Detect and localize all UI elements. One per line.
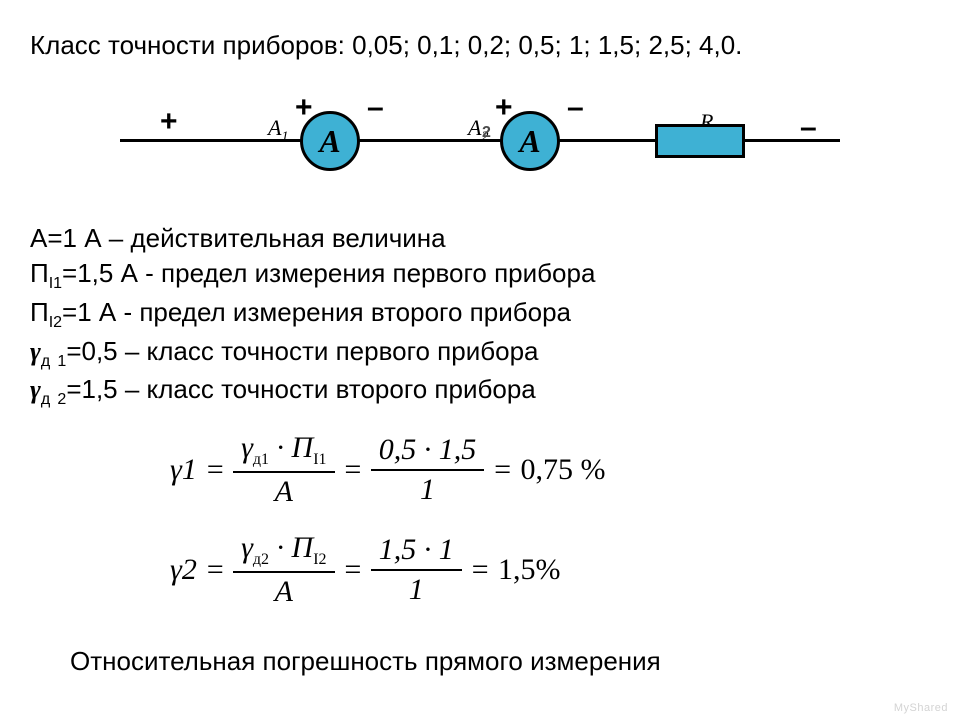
label-a2-overlay: 2 <box>482 124 491 142</box>
given-values: A=1 А – действительная величина ПI1=1,5 … <box>30 221 930 411</box>
formula-gamma2: γ2 = γд2 · ΠI2 A = 1,5 · 1 1 = 1,5% <box>170 531 561 609</box>
line-2: ПI1=1,5 А - предел измерения первого при… <box>30 256 930 295</box>
formula-gamma1: γ1 = γд1 · ΠI1 A = 0,5 · 1,5 1 = 0,75 % <box>170 431 606 509</box>
label-a1: A1 <box>268 115 288 145</box>
line-3: ПI2=1 А - предел измерения второго прибо… <box>30 295 930 334</box>
formula-area: γ1 = γд1 · ΠI1 A = 0,5 · 1,5 1 = 0,75 % … <box>30 421 930 641</box>
watermark: MyShared <box>894 702 948 714</box>
minus-ammeter2: – <box>567 91 584 125</box>
ammeter-1: А <box>300 111 360 171</box>
ammeter-2: А <box>500 111 560 171</box>
conclusion-text: Относительная погрешность прямого измере… <box>30 646 930 677</box>
resistor <box>655 124 745 158</box>
minus-right-terminal: – <box>800 111 817 145</box>
circuit-diagram: + + – + – – A1 А A2 2 А R <box>100 81 860 201</box>
plus-left-terminal: + <box>160 105 178 139</box>
minus-ammeter1: – <box>367 91 384 125</box>
line-1: A=1 А – действительная величина <box>30 221 930 256</box>
line-5: γд 2=1,5 – класс точности второго прибор… <box>30 372 930 411</box>
title-text: Класс точности приборов: 0,05; 0,1; 0,2;… <box>30 30 930 61</box>
line-4: γд 1=0,5 – класс точности первого прибор… <box>30 334 930 373</box>
